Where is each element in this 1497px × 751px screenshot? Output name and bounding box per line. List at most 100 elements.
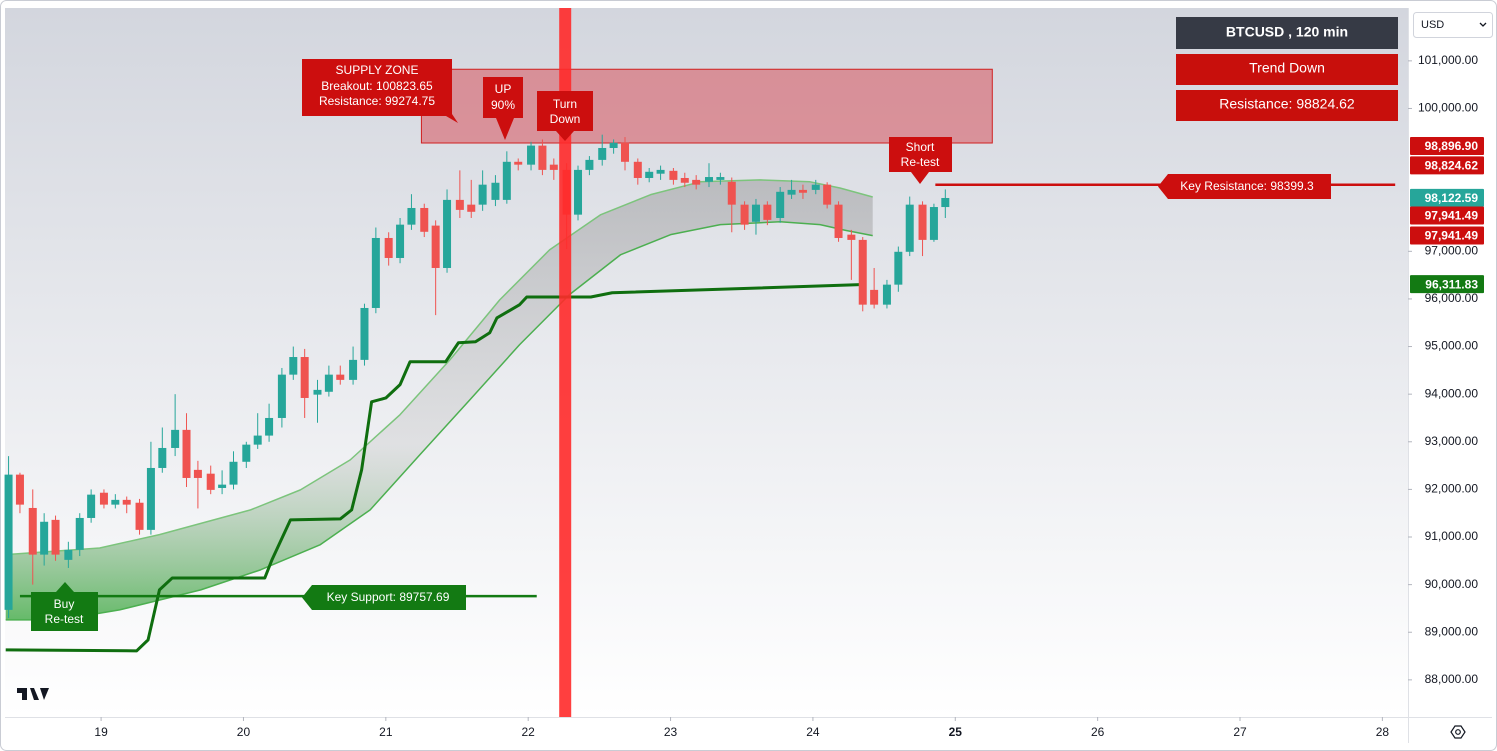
price-badge [1410,226,1484,245]
candle-body [727,181,736,205]
price-badge-label: 98,122.59 [1425,191,1479,205]
logo [17,688,49,700]
candle-body [265,417,274,436]
candle-body [218,484,227,488]
candle-body [384,237,393,258]
candle-body [538,145,547,170]
candle-body [478,184,487,205]
candle-body [585,159,594,170]
y-tick-label: 95,000.00 [1425,339,1479,353]
candle-body [620,142,629,162]
settings-icon[interactable] [1450,725,1466,739]
price-badge [1410,188,1484,207]
info-box [1176,90,1398,121]
candle-body [527,145,536,165]
candle-body [51,519,60,555]
candle-body [336,374,345,380]
candle-body [502,161,511,200]
candle-body [171,429,180,448]
y-tick-label: 101,000.00 [1418,53,1478,67]
candle-body [751,204,760,222]
candle-body [882,284,891,305]
candle-body [858,239,867,305]
info-box [1176,54,1398,85]
trend-text: Trend Down [1249,60,1325,76]
label-text: Re-test [45,612,84,626]
label-text: Key Support: 89757.69 [327,590,450,604]
candle-body [763,204,772,220]
x-tick-label: 21 [379,725,393,739]
candle-body [941,197,950,208]
x-tick-label: 27 [1233,725,1247,739]
price-badge-label: 98,896.90 [1425,139,1479,153]
candle-body [420,207,429,232]
trailing-stop [5,283,860,653]
candle-body [918,204,927,240]
candle-body [360,307,369,360]
candle-body [324,374,333,392]
candle-body [680,177,689,183]
label-text: Resistance: 99274.75 [319,94,435,108]
x-tick-label: 20 [237,725,251,739]
candle-body [704,177,713,182]
resistance-text: Resistance: 98824.62 [1219,96,1355,112]
price-badge [1410,275,1484,294]
label-text: Key Resistance: 98399.3 [1180,179,1314,193]
candle-body [598,147,607,160]
candle-body [776,191,785,218]
price-badge [1410,206,1484,225]
candle-body [289,357,298,375]
candle-body [443,199,452,268]
candle-body [431,225,440,268]
y-tick-label: 92,000.00 [1425,482,1479,496]
candle-body [182,429,191,478]
candle-body [111,499,120,505]
candle-body [371,237,380,308]
candle-body [146,467,155,530]
candle-body [834,204,843,238]
price-badge-label: 97,941.49 [1425,209,1479,223]
label-text: SUPPLY ZONE [336,63,419,77]
candle-body [740,204,749,225]
candle-body [313,389,322,395]
key-support-label: Key Support: 89757.69 [302,585,466,610]
symbol-title: BTCUSD , 120 min [1226,24,1348,40]
candle-body [229,461,238,485]
currency-label: USD [1421,19,1444,31]
band-lower [5,221,873,621]
candle-body [242,444,251,462]
candle-body [122,499,131,505]
y-tick-label: 90,000.00 [1425,577,1479,591]
candle-body [798,189,807,193]
x-tick-label: 26 [1091,725,1105,739]
price-badge-label: 96,311.83 [1425,277,1478,291]
y-tick-label: 94,000.00 [1425,386,1479,400]
x-tick-label: 22 [522,725,536,739]
candle-body [870,289,879,305]
price-badge-label: 98,824.62 [1425,159,1479,173]
candle-body [349,359,358,380]
turn-down-label: Turn Down [537,91,593,141]
candle-body [669,170,678,180]
label-text: Short [906,140,935,154]
price-badge [1410,156,1484,175]
key-resistance-label: Key Resistance: 98399.3 [1158,174,1331,199]
candle-body [193,469,202,478]
x-tick-label: 23 [664,725,678,739]
y-tick-label: 93,000.00 [1425,434,1479,448]
band-area [5,179,873,620]
candle-body [206,473,215,490]
candle-body [905,204,914,252]
candle-body [253,435,262,445]
candle-body [491,182,500,200]
candle-body [75,517,84,550]
candle-body [396,224,405,258]
candle-body [716,177,725,180]
label-text: Re-test [901,155,940,169]
candle-body [929,207,938,240]
short-retest-label: Short Re-test [889,137,952,184]
x-tick-label: 24 [806,725,820,739]
currency-dropdown[interactable] [1413,12,1493,38]
candle-body [15,474,24,505]
